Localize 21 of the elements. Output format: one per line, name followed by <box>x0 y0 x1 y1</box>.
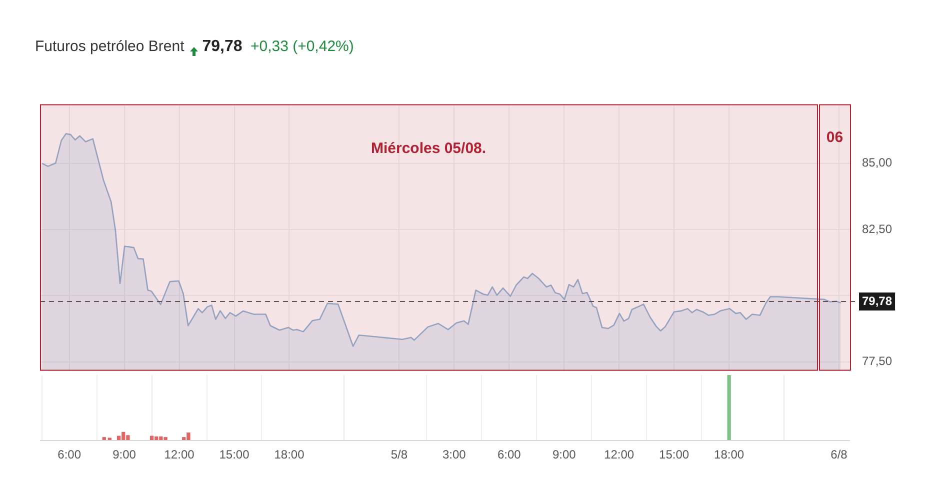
x-tick-label: 5/8 <box>390 448 408 462</box>
x-tick-label: 15:00 <box>659 448 690 462</box>
x-tick-label: 9:00 <box>552 448 576 462</box>
y-tick-label: 77,50 <box>862 354 892 368</box>
band-label: 06 <box>826 128 844 146</box>
chart-subtitle: 79,78 +0,33 (+0,42%) <box>202 38 354 55</box>
x-tick-label: 12:00 <box>604 448 634 462</box>
x-tick-label: 6:00 <box>497 448 522 462</box>
x-tick-label: 12:00 <box>164 448 195 462</box>
x-tick-label: 9:00 <box>112 448 136 462</box>
y-tick-label: 82,50 <box>862 222 892 236</box>
chart-title: Futuros petróleo Brent <box>35 38 184 55</box>
x-tick-label: 6:00 <box>58 448 82 462</box>
x-tick-label: 3:00 <box>442 448 466 462</box>
x-tick-label: 15:00 <box>219 448 250 462</box>
x-tick-label: 6/8 <box>830 448 848 462</box>
band-label: Miércoles 05/08. <box>370 140 486 157</box>
y-tick-label: 85,00 <box>862 156 892 170</box>
x-tick-label: 18:00 <box>714 448 744 462</box>
x-tick-label: 18:00 <box>274 448 305 462</box>
ref-line-label: 79,78 <box>862 294 892 308</box>
